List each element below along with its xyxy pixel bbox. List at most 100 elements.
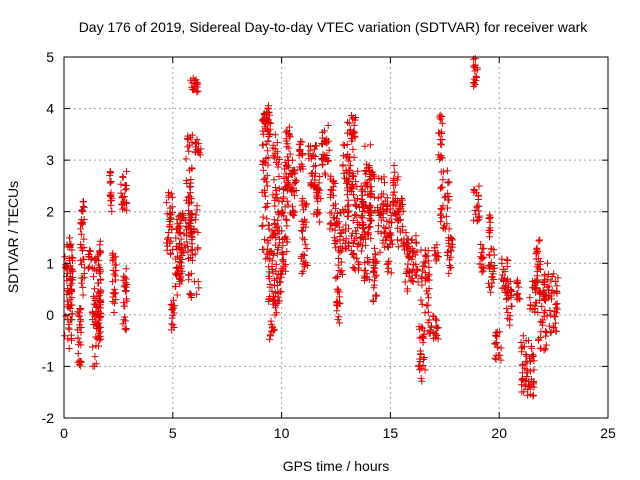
data-point [346,153,354,161]
data-point [424,272,432,280]
data-point [497,356,505,364]
data-point [445,269,453,277]
data-point [289,156,297,164]
data-point [547,311,555,319]
data-point [92,256,100,264]
data-point [260,188,268,196]
data-point [326,209,334,217]
data-point [320,127,328,135]
data-point [486,233,494,241]
data-point [445,196,453,204]
data-point [185,147,193,155]
data-point [535,237,543,245]
data-point [533,276,541,284]
data-point [309,152,317,160]
data-point [67,285,75,293]
data-point [330,234,338,242]
data-point [299,234,307,242]
data-point [408,236,416,244]
x-tick-labels: 0 5 10 15 20 25 [60,425,616,441]
data-point [543,259,551,267]
data-point [356,239,364,247]
data-point [348,111,356,119]
data-point [519,361,527,369]
data-point [361,142,369,150]
data-point [321,151,329,159]
data-point [446,262,454,270]
data-point [408,236,416,244]
data-point [106,192,114,200]
data-point [487,288,495,296]
data-point [348,183,356,191]
data-point [265,132,273,140]
data-point [539,316,547,324]
data-point [77,244,85,252]
data-point [348,134,356,142]
data-point [400,246,408,254]
data-point [261,203,269,211]
data-point [283,187,291,195]
data-point [345,201,353,209]
data-point [165,215,173,223]
data-point [335,254,343,262]
data-point [120,283,128,291]
data-point [197,145,205,153]
data-point [289,188,297,196]
data-point [372,259,380,267]
data-point [109,289,117,297]
data-point [169,304,177,312]
data-point [275,244,283,252]
data-point [192,211,200,219]
data-point [402,229,410,237]
data-point [193,83,201,91]
data-point [333,285,341,293]
data-point [258,141,266,149]
data-point [191,77,199,85]
data-point [326,191,334,199]
data-point [311,176,319,184]
data-point [370,284,378,292]
data-point [425,263,433,271]
y-tick-label: 0 [46,307,54,323]
data-point [471,81,479,89]
x-tick-label: 20 [491,425,507,441]
data-point [490,264,498,272]
data-point [353,202,361,210]
data-point [529,351,537,359]
data-point [480,263,488,271]
data-point [281,158,289,166]
data-point [515,283,523,291]
data-point [364,258,372,266]
data-point [259,213,267,221]
data-point [123,295,131,303]
data-point [499,271,507,279]
data-point [265,108,273,116]
data-point [478,268,486,276]
data-point [493,328,501,336]
data-point [443,167,451,175]
data-point [375,174,383,182]
data-point [491,339,499,347]
data-point [475,182,483,190]
data-point [271,289,279,297]
data-point [66,262,74,270]
data-point [80,203,88,211]
data-point [298,217,306,225]
data-point [445,225,453,233]
data-point [413,266,421,274]
data-point [77,341,85,349]
data-point [112,295,120,303]
data-point [326,220,334,228]
data-point [391,181,399,189]
data-point [551,307,559,315]
data-point [259,166,267,174]
data-point [79,283,87,291]
data-point [186,183,194,191]
data-point [307,143,315,151]
data-point [68,294,76,302]
data-point [533,244,541,252]
data-point [438,136,446,144]
data-point [65,325,73,333]
data-point [265,268,273,276]
data-point [380,179,388,187]
